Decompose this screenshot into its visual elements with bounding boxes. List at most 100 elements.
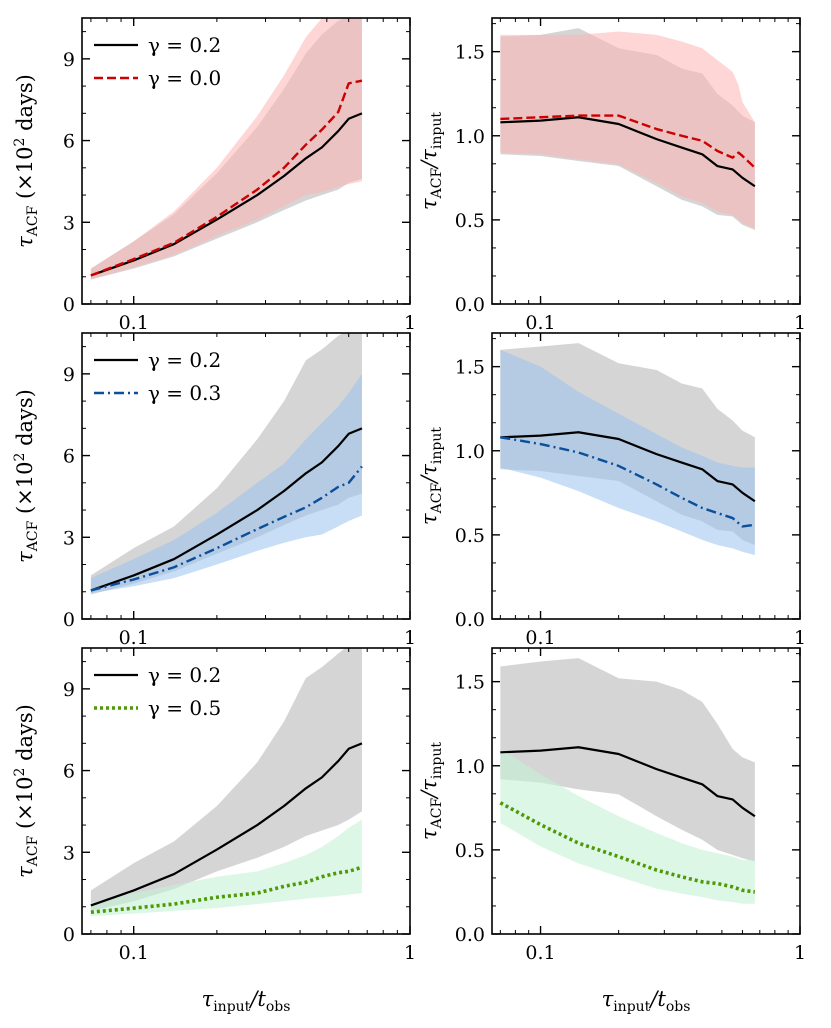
line-series-0 — [500, 746, 756, 818]
label-part: τ — [417, 198, 441, 210]
ytick-label: 3 — [63, 527, 75, 549]
band-series-1 — [500, 31, 755, 229]
ytick-label: 6 — [63, 761, 75, 783]
band-series-1 — [90, 819, 362, 917]
panel-middle-left: 0 3 6 9 0.1 1 τACF (×102 days) γ = 0.2 γ = 0.3 — [12, 332, 416, 649]
xtick-label: 0.1 — [119, 312, 149, 334]
ytick-label: 1.0 — [455, 441, 485, 463]
xtick-label: 1 — [794, 312, 806, 334]
line-series-0 — [90, 742, 363, 907]
ytick-label: 1.5 — [455, 42, 485, 64]
xtick-label: 1 — [404, 627, 416, 649]
xtick-label: 1 — [404, 942, 416, 964]
band-series-0 — [90, 648, 362, 911]
label-part: 2 — [12, 768, 28, 777]
label-part: ACF — [25, 520, 41, 552]
ytick-label: 0 — [63, 294, 75, 316]
plot-area — [90, 648, 363, 917]
axes-frame — [81, 647, 411, 935]
ytick-label: 0.0 — [455, 924, 485, 946]
plot-area — [500, 28, 756, 230]
label-part: days) — [13, 74, 37, 137]
plot-area — [90, 18, 363, 280]
label-part: (×10 — [13, 777, 37, 836]
ytick-label: 1.5 — [455, 672, 485, 694]
label-part: τ — [13, 866, 37, 878]
axes-frame — [491, 332, 801, 620]
label-part: τ — [602, 987, 614, 1011]
panel-top-left: 0 3 6 9 0.1 1 τACF (×102 days) γ = 0.2 γ = 0.0 — [12, 17, 416, 334]
label-part: days) — [13, 389, 37, 452]
ytick-label: 0 — [63, 924, 75, 946]
line-series-0 — [500, 431, 756, 503]
line-series-1 — [90, 79, 363, 277]
label-part: days) — [13, 704, 37, 767]
ylabel: τACF/τinput — [417, 427, 445, 525]
legend-label: γ = 0.5 — [148, 696, 221, 720]
label-part: obs — [666, 999, 691, 1015]
axes-frame — [81, 17, 411, 305]
label-part: /τ — [417, 464, 441, 485]
label-part: ACF — [25, 835, 41, 867]
label-part: input — [429, 427, 445, 464]
ytick-label: 0.0 — [455, 294, 485, 316]
ytick-label: 0.5 — [455, 525, 485, 547]
xlabel: τinput/tobs — [602, 987, 691, 1015]
legend: γ = 0.2 γ = 0.0 — [94, 33, 221, 90]
line-series-1 — [499, 801, 756, 894]
panel-middle-right: 0.0 0.5 1.0 1.5 0.1 1 τACF/τinput — [417, 332, 806, 649]
plot-area — [90, 333, 363, 595]
label-part: ACF — [429, 798, 445, 830]
ylabel: τACF (×102 days) — [12, 704, 41, 878]
axes-frame — [491, 17, 801, 305]
axes-frame — [81, 332, 411, 620]
line-series-1 — [500, 436, 756, 528]
label-part: ACF — [25, 205, 41, 237]
band-series-0 — [500, 658, 755, 862]
xtick-label: 0.1 — [119, 627, 149, 649]
xtick-label: 1 — [794, 942, 806, 964]
xtick-label: 1 — [404, 312, 416, 334]
ytick-label: 0.0 — [455, 609, 485, 631]
label-part: /t — [248, 987, 266, 1011]
ytick-label: 6 — [63, 131, 75, 153]
label-part: input — [429, 112, 445, 149]
xtick-label: 0.1 — [525, 312, 555, 334]
ytick-label: 0.5 — [455, 840, 485, 862]
band-series-0 — [90, 333, 362, 595]
legend: γ = 0.2 γ = 0.5 — [94, 663, 221, 720]
legend-label: γ = 0.2 — [148, 348, 221, 372]
label-part: ACF — [429, 483, 445, 515]
label-part: input — [213, 999, 250, 1015]
xtick-label: 0.1 — [525, 942, 555, 964]
label-part: obs — [266, 999, 291, 1015]
ytick-label: 9 — [63, 679, 75, 701]
label-part: 2 — [12, 453, 28, 462]
legend-label: γ = 0.0 — [148, 66, 221, 90]
xlabel: τinput/tobs — [202, 987, 291, 1015]
ytick-label: 1.0 — [455, 126, 485, 148]
band-series-1 — [500, 748, 755, 904]
label-part: 2 — [12, 138, 28, 147]
label-part: (×10 — [13, 147, 37, 206]
label-part: /τ — [417, 779, 441, 800]
ytick-label: 6 — [63, 446, 75, 468]
ytick-label: 1.5 — [455, 357, 485, 379]
ylabel: τACF (×102 days) — [12, 389, 41, 563]
plot-area — [499, 658, 756, 904]
legend-label: γ = 0.3 — [148, 381, 221, 405]
legend: γ = 0.2 γ = 0.3 — [94, 348, 221, 405]
label-part: τ — [202, 987, 214, 1011]
ytick-label: 0 — [63, 609, 75, 631]
line-series-1 — [90, 865, 363, 915]
label-part: input — [613, 999, 650, 1015]
ylabel: τACF (×102 days) — [12, 74, 41, 248]
label-part: input — [429, 742, 445, 779]
label-part: τ — [417, 513, 441, 525]
line-series-1 — [90, 465, 363, 592]
label-part: τ — [13, 551, 37, 563]
xtick-label: 0.1 — [525, 627, 555, 649]
line-series-1 — [500, 114, 756, 169]
ylabel: τACF/τinput — [417, 112, 445, 210]
